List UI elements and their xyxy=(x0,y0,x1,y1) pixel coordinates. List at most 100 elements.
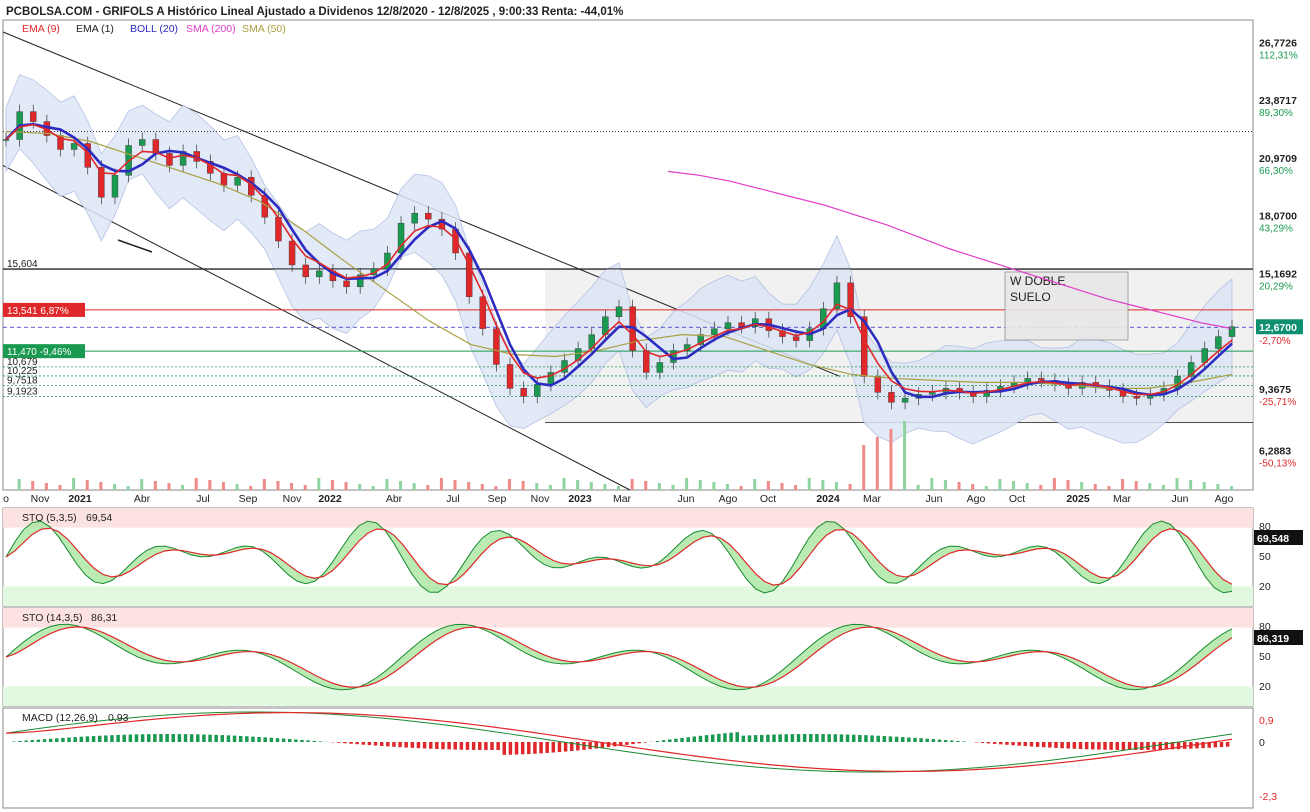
volume-bar xyxy=(848,484,852,490)
macd-histogram-bar xyxy=(907,737,911,742)
volume-bar xyxy=(794,485,798,490)
candle xyxy=(506,364,514,389)
volume-bar xyxy=(1161,485,1165,490)
macd-histogram-bar xyxy=(208,734,212,742)
volume-bar xyxy=(998,479,1002,490)
volume-bar xyxy=(467,482,471,490)
macd-histogram-bar xyxy=(741,735,746,742)
macd-histogram-bar xyxy=(508,742,513,755)
macd-histogram-bar xyxy=(809,734,813,742)
macd-histogram-bar xyxy=(1115,742,1120,750)
macd-histogram-bar xyxy=(600,742,605,748)
time-axis-tick: Abr xyxy=(134,493,151,505)
price-axis-tick: 18,0700 xyxy=(1259,211,1297,223)
macd-histogram-bar xyxy=(61,737,65,742)
price-axis-pct: 43,29% xyxy=(1259,224,1293,235)
macd-histogram-bar xyxy=(269,737,274,742)
price-level-label: 15,604 xyxy=(7,259,38,270)
volume-bar xyxy=(657,483,661,490)
candle xyxy=(316,270,323,278)
trend-mark xyxy=(117,239,153,253)
time-axis-tick: Jun xyxy=(678,493,695,505)
candle xyxy=(752,318,759,327)
candle xyxy=(343,280,350,288)
price-axis-tick: 20,9709 xyxy=(1259,153,1297,165)
macd-histogram-bar xyxy=(674,738,678,742)
macd-histogram-bar xyxy=(73,737,77,742)
legend-ema9: EMA (9) xyxy=(22,23,60,35)
sto2-oversold-zone xyxy=(3,686,1253,706)
volume-bar xyxy=(943,480,947,490)
volume-bar xyxy=(31,481,35,490)
macd-histogram-bar xyxy=(766,734,770,742)
macd-histogram-bar xyxy=(1158,742,1162,750)
macd-histogram-bar xyxy=(312,740,316,742)
macd-histogram-bar xyxy=(913,737,917,742)
macd-histogram-bar xyxy=(337,742,341,743)
volume-bar xyxy=(140,479,144,490)
volume-bar xyxy=(521,481,525,490)
annotation-text: SUELO xyxy=(1010,290,1051,304)
osc-axis-tick: 50 xyxy=(1259,651,1271,663)
volume-bar xyxy=(1052,478,1056,490)
macd-histogram-bar xyxy=(226,735,231,742)
volume-bar xyxy=(971,484,975,490)
macd-histogram-bar xyxy=(67,737,71,742)
osc-current-tag xyxy=(1254,530,1303,545)
macd-panel-frame xyxy=(2,707,1254,809)
macd-histogram-bar xyxy=(606,742,611,748)
time-axis-tick: Abr xyxy=(386,493,403,505)
macd-histogram-bar xyxy=(386,742,390,747)
macd-histogram-bar xyxy=(962,741,966,742)
macd-histogram-bar xyxy=(306,740,310,742)
volume-bar xyxy=(1039,485,1043,490)
macd-histogram-bar xyxy=(18,741,22,742)
macd-histogram-bar xyxy=(802,734,807,742)
price-axis-pct: 89,30% xyxy=(1259,108,1293,119)
candle xyxy=(847,282,854,317)
macd-histogram-bar xyxy=(661,740,666,742)
macd-histogram-bar xyxy=(692,736,697,742)
macd-value: 0,93 xyxy=(108,712,129,724)
macd-histogram-bar xyxy=(882,736,887,742)
time-axis-tick: Nov xyxy=(283,493,302,505)
volume-bar xyxy=(807,478,811,490)
macd-histogram-bar xyxy=(1109,742,1113,750)
macd-histogram-bar xyxy=(631,742,635,745)
sto2-panel xyxy=(3,608,1253,706)
macd-histogram-bar xyxy=(625,742,629,745)
macd-line xyxy=(5,711,1233,773)
macd-histogram-bar xyxy=(79,736,84,742)
macd-histogram-bar xyxy=(704,735,709,742)
macd-histogram-bar xyxy=(1121,742,1126,750)
macd-histogram-bar xyxy=(1066,742,1070,749)
sto2-d-line xyxy=(5,626,1233,688)
volume-bar xyxy=(535,483,539,490)
volume-bar xyxy=(1107,486,1111,490)
osc-axis-tick: 20 xyxy=(1259,681,1271,693)
price-axis-pct: 112,31% xyxy=(1259,50,1298,61)
time-axis-tick: Jun xyxy=(926,493,943,505)
macd-histogram-bar xyxy=(484,742,488,750)
macd-histogram-bar xyxy=(410,742,415,748)
macd-histogram-bar xyxy=(146,734,151,742)
candle xyxy=(1187,362,1195,377)
volume-bar xyxy=(208,480,212,490)
macd-histogram-bar xyxy=(698,735,703,742)
volume-bar xyxy=(1148,483,1152,490)
price-level-label: 13,541 6,87% xyxy=(7,306,69,317)
time-axis-tick: Ago xyxy=(1215,493,1234,505)
candle xyxy=(152,139,160,154)
macd-histogram-bar xyxy=(171,734,176,742)
candle xyxy=(84,143,91,168)
macd-signal-line xyxy=(5,711,1233,773)
volume-bar xyxy=(17,479,21,490)
volume-bar xyxy=(167,483,171,490)
candle xyxy=(356,274,364,288)
ema9-line xyxy=(5,123,1233,396)
macd-histogram-bar xyxy=(177,734,182,742)
sto2-value: 86,31 xyxy=(91,612,117,624)
macd-histogram-bar xyxy=(594,742,598,749)
